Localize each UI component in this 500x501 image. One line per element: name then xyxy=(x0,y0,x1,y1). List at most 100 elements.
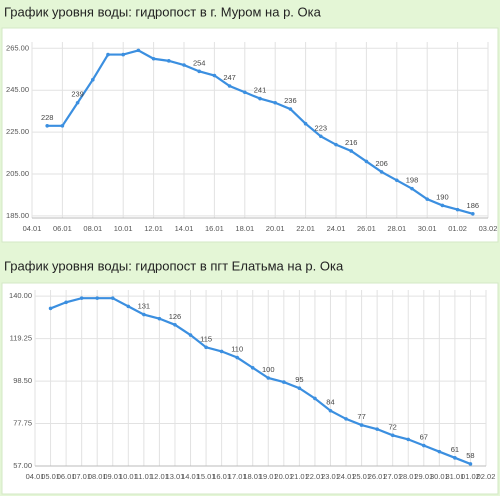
marker xyxy=(410,186,414,191)
marker xyxy=(235,355,239,360)
data-label: 216 xyxy=(345,138,358,147)
marker xyxy=(288,107,293,111)
y-tick-label: 57.00 xyxy=(13,461,32,470)
line xyxy=(50,297,471,465)
data-label: 115 xyxy=(200,334,212,343)
chart-title: График уровня воды: гидропост в пгт Елат… xyxy=(4,258,344,273)
x-tick-label: 20.01 xyxy=(266,224,285,233)
x-tick-label: 10.01 xyxy=(114,224,133,233)
x-tick-label: 16.01 xyxy=(212,472,231,481)
x-tick-label: 11.01 xyxy=(135,472,153,481)
x-tick-label: 07.01 xyxy=(72,472,91,481)
y-tick-label: 245.00 xyxy=(6,85,29,94)
x-tick-label: 16.01 xyxy=(205,224,224,233)
x-tick-label: 06.01 xyxy=(57,472,76,481)
data-label: 84 xyxy=(326,398,334,407)
marker xyxy=(375,427,379,431)
x-tick-label: 27.01 xyxy=(383,472,402,481)
y-tick-label: 225.00 xyxy=(6,127,29,136)
x-tick-label: 08.01 xyxy=(88,472,107,481)
data-label: 223 xyxy=(315,123,328,132)
x-tick-label: 15.01 xyxy=(197,472,216,481)
marker xyxy=(266,376,271,380)
marker xyxy=(328,408,333,413)
marker xyxy=(421,443,426,448)
marker xyxy=(379,170,384,174)
marker xyxy=(395,178,399,183)
marker xyxy=(425,197,430,201)
marker xyxy=(167,59,171,63)
marker xyxy=(364,159,369,164)
x-tick-label: 06.01 xyxy=(53,224,72,233)
marker xyxy=(60,124,65,128)
marker xyxy=(349,149,354,153)
x-tick-label: 04.01 xyxy=(23,224,42,233)
marker xyxy=(45,124,49,128)
marker xyxy=(182,63,186,67)
data-label: 58 xyxy=(466,451,474,460)
marker xyxy=(406,437,411,442)
x-tick-label: 14.01 xyxy=(175,224,194,233)
marker xyxy=(126,304,131,309)
x-tick-label: 02.02 xyxy=(477,472,496,481)
marker xyxy=(273,100,278,105)
x-tick-label: 26.01 xyxy=(357,224,376,233)
data-label: 206 xyxy=(375,159,388,168)
data-label: 67 xyxy=(420,433,428,442)
x-tick-label: 25.01 xyxy=(352,472,371,481)
y-tick-label: 265.00 xyxy=(6,43,29,52)
data-label: 126 xyxy=(169,312,182,321)
x-tick-label: 20.01 xyxy=(274,472,293,481)
data-label: 239 xyxy=(71,90,84,99)
x-tick-label: 24.01 xyxy=(337,472,356,481)
data-label: 241 xyxy=(254,86,267,95)
data-label: 72 xyxy=(389,422,397,431)
data-label: 131 xyxy=(138,302,151,311)
x-tick-label: 05.01 xyxy=(41,472,60,481)
marker xyxy=(188,333,193,337)
marker xyxy=(110,296,115,300)
panel xyxy=(1,27,499,243)
x-tick-label: 09.01 xyxy=(103,472,122,481)
x-tick-label: 14.01 xyxy=(181,472,200,481)
data-label: 77 xyxy=(357,412,365,421)
data-label: 247 xyxy=(223,73,236,82)
x-tick-label: 22.01 xyxy=(296,224,315,233)
x-tick-label: 18.01 xyxy=(243,472,262,481)
marker xyxy=(250,365,255,370)
x-tick-label: 21.01 xyxy=(290,472,309,481)
data-label: 110 xyxy=(231,345,243,354)
marker xyxy=(204,345,208,350)
data-label: 190 xyxy=(436,192,449,201)
x-tick-label: 30.01 xyxy=(430,472,449,481)
y-tick-label: 205.00 xyxy=(6,169,29,178)
x-tick-label: 24.01 xyxy=(327,224,346,233)
marker xyxy=(319,134,323,139)
data-label: 198 xyxy=(406,176,419,185)
marker xyxy=(227,84,232,88)
marker xyxy=(468,462,473,466)
x-tick-label: 29.01 xyxy=(414,472,433,481)
data-label: 100 xyxy=(262,365,275,374)
x-tick-label: 12.01 xyxy=(150,472,169,481)
marker xyxy=(390,433,395,438)
x-tick-label: 30.01 xyxy=(418,224,437,233)
x-tick-label: 23.01 xyxy=(321,472,340,481)
y-tick-label: 185.00 xyxy=(6,211,29,220)
marker xyxy=(197,69,201,74)
data-label: 95 xyxy=(295,375,303,384)
marker xyxy=(258,96,262,101)
marker xyxy=(243,90,247,95)
marker xyxy=(471,212,475,216)
data-label: 186 xyxy=(467,201,480,210)
x-tick-label: 17.01 xyxy=(228,472,247,481)
panel xyxy=(1,282,499,495)
y-tick-label: 77.75 xyxy=(13,419,32,428)
x-tick-label: 03.02 xyxy=(479,224,498,233)
marker xyxy=(455,207,460,212)
marker xyxy=(453,456,457,460)
x-tick-label: 13.01 xyxy=(166,472,185,481)
marker xyxy=(440,203,445,208)
x-tick-label: 31.01 xyxy=(446,472,465,481)
